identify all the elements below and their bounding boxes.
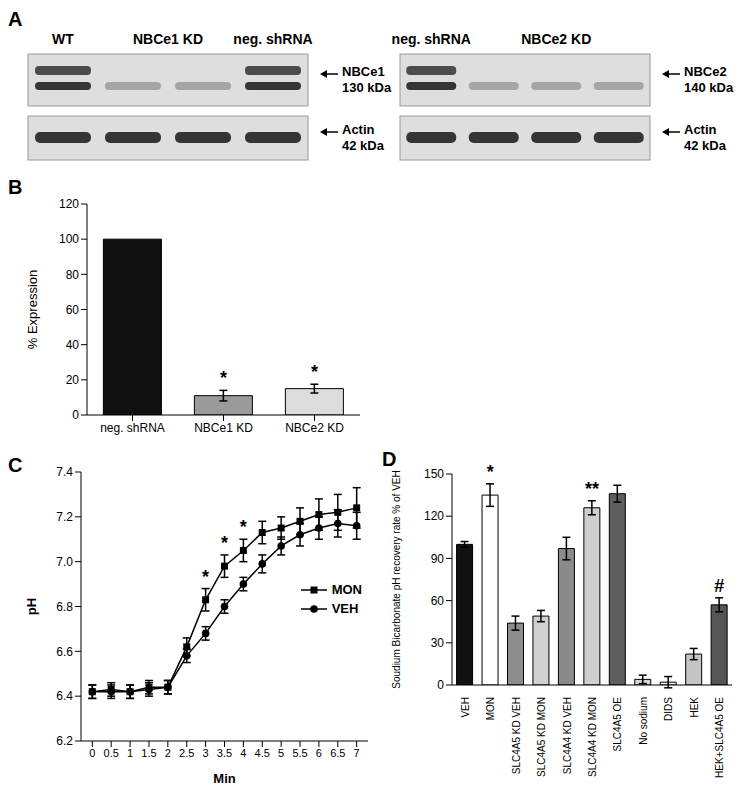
svg-text:3: 3: [203, 747, 209, 759]
svg-text:140 kDa: 140 kDa: [684, 80, 734, 95]
svg-text:Min: Min: [213, 771, 235, 786]
html-text:D: D: [382, 448, 397, 470]
svg-text:4: 4: [240, 747, 246, 759]
svg-text:MON: MON: [485, 697, 496, 720]
svg-text:6.6: 6.6: [56, 645, 73, 659]
svg-text:WT: WT: [52, 31, 74, 47]
html-text:VEH: VEH: [331, 601, 359, 616]
svg-text:7: 7: [354, 747, 360, 759]
svg-text:SLC4A5 OE: SLC4A5 OE: [612, 697, 623, 752]
svg-text:90: 90: [431, 552, 445, 566]
svg-text:1: 1: [127, 747, 133, 759]
svg-text:42 kDa: 42 kDa: [342, 138, 385, 153]
svg-text:NBCe2 KD: NBCe2 KD: [521, 31, 591, 47]
svg-text:pH: pH: [24, 598, 39, 615]
html-text:B: B: [8, 176, 23, 198]
svg-text:SLC4A5 KD VEH: SLC4A5 KD VEH: [511, 697, 522, 774]
svg-text:*: *: [202, 567, 209, 587]
svg-text:30: 30: [431, 636, 445, 650]
svg-text:Actin: Actin: [684, 122, 717, 137]
svg-text:120: 120: [424, 509, 444, 523]
html-text:A: A: [8, 8, 23, 30]
svg-text:60: 60: [66, 303, 80, 317]
svg-text:NBCe1 KD: NBCe1 KD: [194, 421, 253, 435]
svg-text:130 kDa: 130 kDa: [342, 80, 392, 95]
svg-text:80: 80: [66, 268, 80, 282]
svg-text:5: 5: [278, 747, 284, 759]
svg-text:7.2: 7.2: [56, 510, 73, 524]
svg-text:150: 150: [424, 467, 444, 481]
svg-text:1.5: 1.5: [141, 747, 156, 759]
svg-text:20: 20: [66, 373, 80, 387]
svg-text:3.5: 3.5: [217, 747, 232, 759]
svg-text:6.5: 6.5: [330, 747, 345, 759]
svg-text:7.4: 7.4: [56, 465, 73, 479]
svg-text:HEK: HEK: [689, 697, 700, 718]
svg-text:7.0: 7.0: [56, 555, 73, 569]
svg-text:6.8: 6.8: [56, 600, 73, 614]
svg-text:6.2: 6.2: [56, 734, 73, 748]
svg-text:0: 0: [72, 408, 79, 422]
svg-text:neg. shRNA: neg. shRNA: [100, 421, 165, 435]
svg-text:neg. shRNA: neg. shRNA: [233, 31, 312, 47]
svg-text:SLC4A4 KD MON: SLC4A4 KD MON: [587, 697, 598, 777]
html-text:MON: MON: [331, 582, 362, 597]
svg-text:0.5: 0.5: [104, 747, 119, 759]
svg-text:% Expression: % Expression: [25, 270, 40, 349]
svg-text:*: *: [311, 362, 318, 382]
svg-text:NBCe2 KD: NBCe2 KD: [285, 421, 344, 435]
svg-text:2: 2: [165, 747, 171, 759]
svg-text:VEH: VEH: [460, 697, 471, 718]
svg-text:NBCe1 KD: NBCe1 KD: [133, 31, 203, 47]
svg-text:6: 6: [316, 747, 322, 759]
svg-text:4.5: 4.5: [255, 747, 270, 759]
svg-text:neg. shRNA: neg. shRNA: [392, 31, 471, 47]
svg-text:*: *: [240, 517, 247, 537]
svg-text:**: **: [585, 479, 599, 499]
svg-text:SLC4A4 KD VEH: SLC4A4 KD VEH: [562, 697, 573, 774]
svg-text:Soudium Bicarbonate pH recover: Soudium Bicarbonate pH recovery rate % o…: [391, 470, 402, 688]
svg-text:0: 0: [89, 747, 95, 759]
svg-text:*: *: [487, 462, 494, 482]
svg-text:0: 0: [437, 678, 444, 692]
svg-text:No sodium: No sodium: [638, 697, 649, 745]
svg-text:60: 60: [431, 594, 445, 608]
svg-text:100: 100: [59, 232, 79, 246]
svg-text:40: 40: [66, 338, 80, 352]
svg-text:2.5: 2.5: [179, 747, 194, 759]
svg-text:42 kDa: 42 kDa: [684, 138, 727, 153]
svg-text:6.4: 6.4: [56, 689, 73, 703]
svg-text:Actin: Actin: [342, 122, 375, 137]
svg-text:*: *: [220, 368, 227, 388]
svg-text:5.5: 5.5: [292, 747, 307, 759]
svg-text:120: 120: [59, 197, 79, 211]
svg-text:SLC4A5 KD MON: SLC4A5 KD MON: [536, 697, 547, 777]
svg-text:NBCe2: NBCe2: [684, 64, 727, 79]
svg-text:NBCe1: NBCe1: [342, 64, 385, 79]
svg-text:HEK+SLC4A5 OE: HEK+SLC4A5 OE: [714, 697, 725, 778]
html-text:C: C: [8, 454, 23, 476]
svg-text:#: #: [714, 576, 724, 596]
svg-text:*: *: [221, 533, 228, 553]
svg-text:DIDS: DIDS: [663, 697, 674, 721]
